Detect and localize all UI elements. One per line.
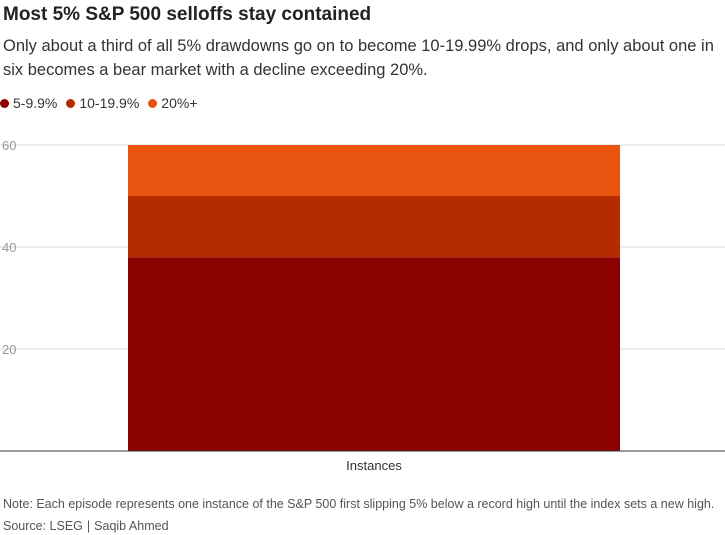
legend-swatch-10-19	[66, 98, 76, 108]
bar-segment-20-	[128, 145, 620, 196]
y-tick-label-20: 20	[2, 342, 16, 357]
bar-segment-5-9-9-	[128, 257, 620, 451]
bar-segment-10-19-9-	[128, 196, 620, 258]
legend-label-20-plus: 20%+	[161, 95, 198, 111]
source-line: Source: LSEG | Saqib Ahmed	[3, 519, 169, 533]
legend: 5-9.9% 10-19.9% 20%+	[0, 95, 207, 111]
legend-item-5-9: 5-9.9%	[0, 95, 57, 111]
legend-item-10-19: 10-19.9%	[66, 95, 139, 111]
y-tick-label-60: 60	[2, 138, 16, 153]
author-text: Saqib Ahmed	[94, 519, 169, 533]
footnote: Note: Each episode represents one instan…	[3, 497, 715, 511]
chart-title: Most 5% S&P 500 selloffs stay contained	[3, 4, 372, 25]
x-tick-label: Instances	[346, 458, 402, 473]
legend-label-10-19: 10-19.9%	[79, 95, 140, 111]
legend-swatch-20-plus	[148, 98, 158, 108]
legend-label-5-9: 5-9.9%	[13, 95, 58, 111]
legend-item-20-plus: 20%+	[148, 95, 198, 111]
y-tick-label-40: 40	[2, 240, 16, 255]
legend-swatch-5-9	[0, 98, 9, 108]
source-text: Source: LSEG	[3, 519, 83, 533]
chart-subtitle: Only about a third of all 5% drawdowns g…	[3, 37, 714, 79]
stacked-bar-chart: 20 40 60 Instances	[0, 138, 725, 473]
source-separator: |	[86, 519, 91, 533]
